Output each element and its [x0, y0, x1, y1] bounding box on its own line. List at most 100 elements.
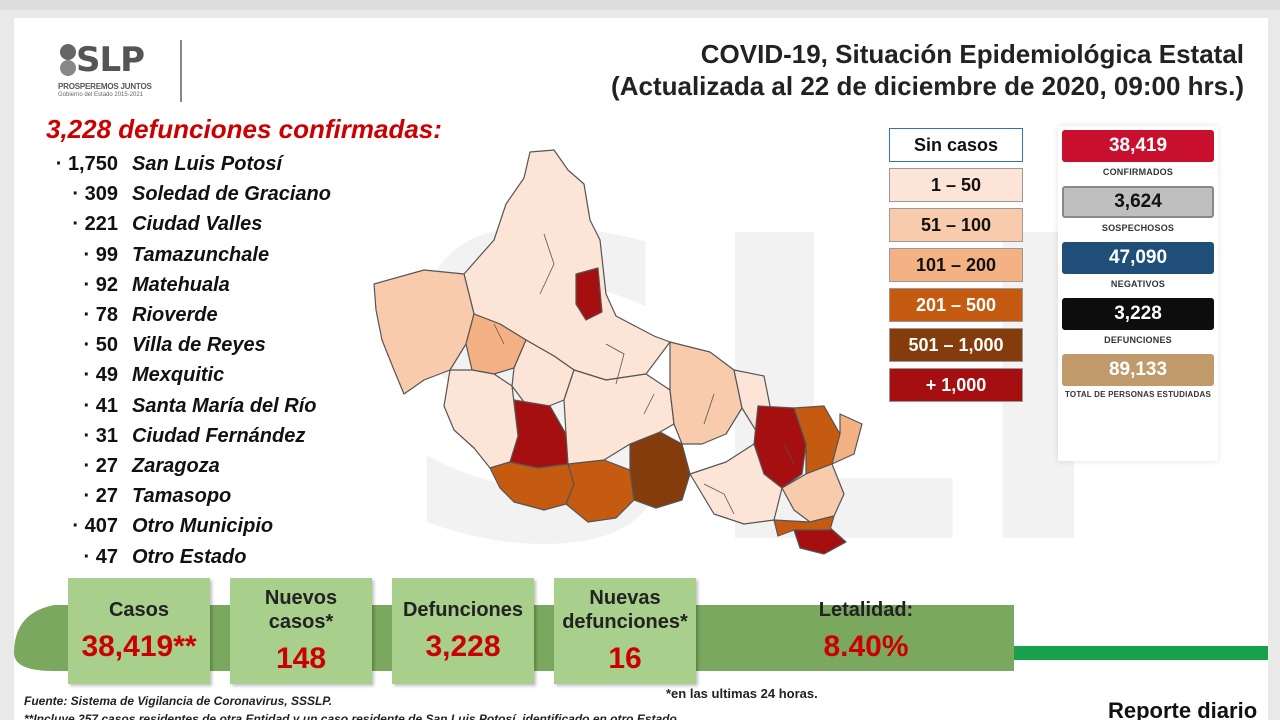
map-region-center-east: [563, 369, 675, 465]
state-map: [373, 149, 863, 555]
legend-item: 201 – 500: [889, 288, 1023, 322]
map-region-slp-capital: [509, 399, 569, 469]
report-label: Reporte diario: [1108, 698, 1258, 720]
death-count: · 50: [83, 334, 118, 357]
death-count: · 92: [83, 273, 118, 296]
death-row: · 41 Santa María del Río: [42, 392, 378, 422]
stat-label: TOTAL DE PERSONAS ESTUDIADAS: [1064, 390, 1212, 399]
stat-value: 38,419: [1062, 130, 1214, 162]
deaths-list: · 1,750 San Luis Potosí · 309 Soledad de Gr…: [42, 150, 378, 573]
death-row: · 221 Ciudad Valles: [42, 210, 378, 241]
death-municipality: Ciudad Valles: [132, 213, 263, 236]
slp-logo-mark-icon: [60, 44, 76, 76]
card-nuevas-defunciones-value: 16: [608, 642, 642, 675]
page-title: COVID-19, Situación Epidemiológica Estat…: [611, 38, 1244, 102]
stat-value: 89,133: [1062, 354, 1214, 386]
death-count: · 49: [83, 364, 118, 387]
legend-item: Sin casos: [889, 128, 1023, 162]
stats-panel: 38,419 CONFIRMADOS 3,624 SOSPECHOSOS 47,090 N…: [1058, 126, 1218, 461]
death-row: · 27 Zaragoza: [42, 452, 378, 483]
logo-text: SLP: [76, 40, 145, 80]
card-letalidad-value: 8.40%: [823, 630, 909, 663]
death-municipality: Rioverde: [132, 304, 218, 327]
legend-item: 1 – 50: [889, 168, 1023, 202]
legend-item: 101 – 200: [889, 248, 1023, 282]
card-defunciones: Defunciones 3,228: [392, 578, 534, 684]
map-legend: Sin casos 1 – 50 51 – 100 101 – 200 201 – 50…: [889, 128, 1023, 408]
stat-value: 3,228: [1062, 298, 1214, 330]
card-nuevos-casos: Nuevos casos* 148: [230, 578, 372, 684]
map-region-huasteca-south: [781, 463, 845, 523]
legend-item: 501 – 1,000: [889, 328, 1023, 362]
card-casos-value: 38,419**: [81, 630, 197, 663]
map-region-west: [443, 369, 519, 469]
death-municipality: Soledad de Graciano: [132, 183, 331, 206]
death-row: · 407 Otro Municipio: [42, 512, 378, 543]
legend-item: + 1,000: [889, 368, 1023, 402]
death-municipality: Otro Estado: [132, 545, 247, 568]
death-count: · 407: [72, 515, 118, 538]
title-line-2: (Actualizada al 22 de diciembre de 2020,…: [611, 71, 1244, 101]
death-count: · 1,750: [55, 153, 118, 176]
card-casos-label: Casos: [108, 599, 170, 621]
stat-label: DEFUNCIONES: [1104, 335, 1172, 345]
death-municipality: Villa de Reyes: [132, 334, 266, 357]
death-count: · 47: [83, 545, 118, 568]
death-count: · 99: [83, 243, 118, 266]
card-letalidad-label: Letalidad:: [818, 599, 914, 621]
map-region-far-east: [831, 413, 863, 465]
map-region-south: [565, 459, 635, 523]
death-row: · 1,750 San Luis Potosí: [42, 150, 378, 181]
death-count: · 27: [83, 454, 118, 477]
death-municipality: Otro Municipio: [132, 515, 274, 538]
death-row: · 92 Matehuala: [42, 271, 378, 301]
stat-label: NEGATIVOS: [1110, 279, 1166, 289]
card-nuevas-defunciones: Nuevas defunciones* 16: [554, 578, 696, 684]
legend-item: 51 – 100: [889, 208, 1023, 242]
include-note: **Incluye 257 casos residentes de otra E…: [24, 712, 681, 720]
card-defunciones-label: Defunciones: [402, 599, 524, 621]
card-letalidad: Letalidad: 8.40%: [718, 578, 1014, 684]
death-count: · 31: [83, 424, 118, 447]
logo-slogan: PROSPEREMOS JUNTOS: [58, 82, 152, 91]
death-row: · 47 Otro Estado: [42, 542, 378, 573]
death-row: · 309 Soledad de Graciano: [42, 180, 378, 211]
death-municipality: Matehuala: [132, 273, 230, 296]
stat-label: SOSPECHOSOS: [1101, 223, 1175, 233]
death-municipality: Tamasopo: [132, 485, 232, 508]
death-row: · 27 Tamasopo: [42, 482, 378, 513]
logo-sub: Gobierno del Estado 2015-2021: [58, 92, 144, 98]
map-region-rioverde: [629, 431, 691, 509]
map-region-southeast-tip: [773, 515, 835, 537]
death-row: · 78 Rioverde: [42, 301, 378, 332]
death-municipality: Tamazunchale: [132, 243, 270, 266]
death-row: · 99 Tamazunchale: [42, 241, 378, 271]
top-bar: [0, 0, 1280, 10]
death-row: · 31 Ciudad Fernández: [42, 422, 378, 452]
death-row: · 49 Mexquitic: [42, 361, 378, 392]
death-count: · 221: [72, 213, 118, 236]
stat-value: 47,090: [1062, 242, 1214, 274]
card-nuevas-defunciones-label: Nuevas defunciones*: [562, 587, 688, 633]
death-municipality: Ciudad Fernández: [132, 424, 306, 447]
map-region-northwest: [373, 269, 475, 395]
card-nuevos-casos-label: Nuevos casos*: [264, 587, 338, 633]
stat-label: CONFIRMADOS: [1102, 167, 1174, 177]
card-defunciones-value: 3,228: [425, 630, 501, 663]
card-nuevos-casos-value: 148: [275, 642, 327, 675]
logo-divider: [180, 40, 182, 102]
deaths-heading: 3,228 defunciones confirmadas:: [46, 114, 442, 144]
green-accent-line: [1014, 646, 1268, 660]
death-municipality: Santa María del Río: [132, 394, 317, 417]
death-municipality: San Luis Potosí: [132, 153, 283, 176]
report-slide: SLP SLP PROSPEREMOS JUNTOS Gobierno del …: [14, 18, 1268, 720]
title-line-1: COVID-19, Situación Epidemiológica Estat…: [700, 39, 1244, 69]
slp-logo: SLP PROSPEREMOS JUNTOS Gobierno del Esta…: [58, 36, 198, 112]
stat-value: 3,624: [1062, 186, 1214, 218]
death-municipality: Mexquitic: [132, 364, 225, 387]
death-count: · 27: [83, 485, 118, 508]
map-region-matehuala: [575, 267, 603, 321]
death-count: · 309: [72, 183, 118, 206]
death-count: · 78: [83, 304, 118, 327]
death-row: · 50 Villa de Reyes: [42, 331, 378, 362]
